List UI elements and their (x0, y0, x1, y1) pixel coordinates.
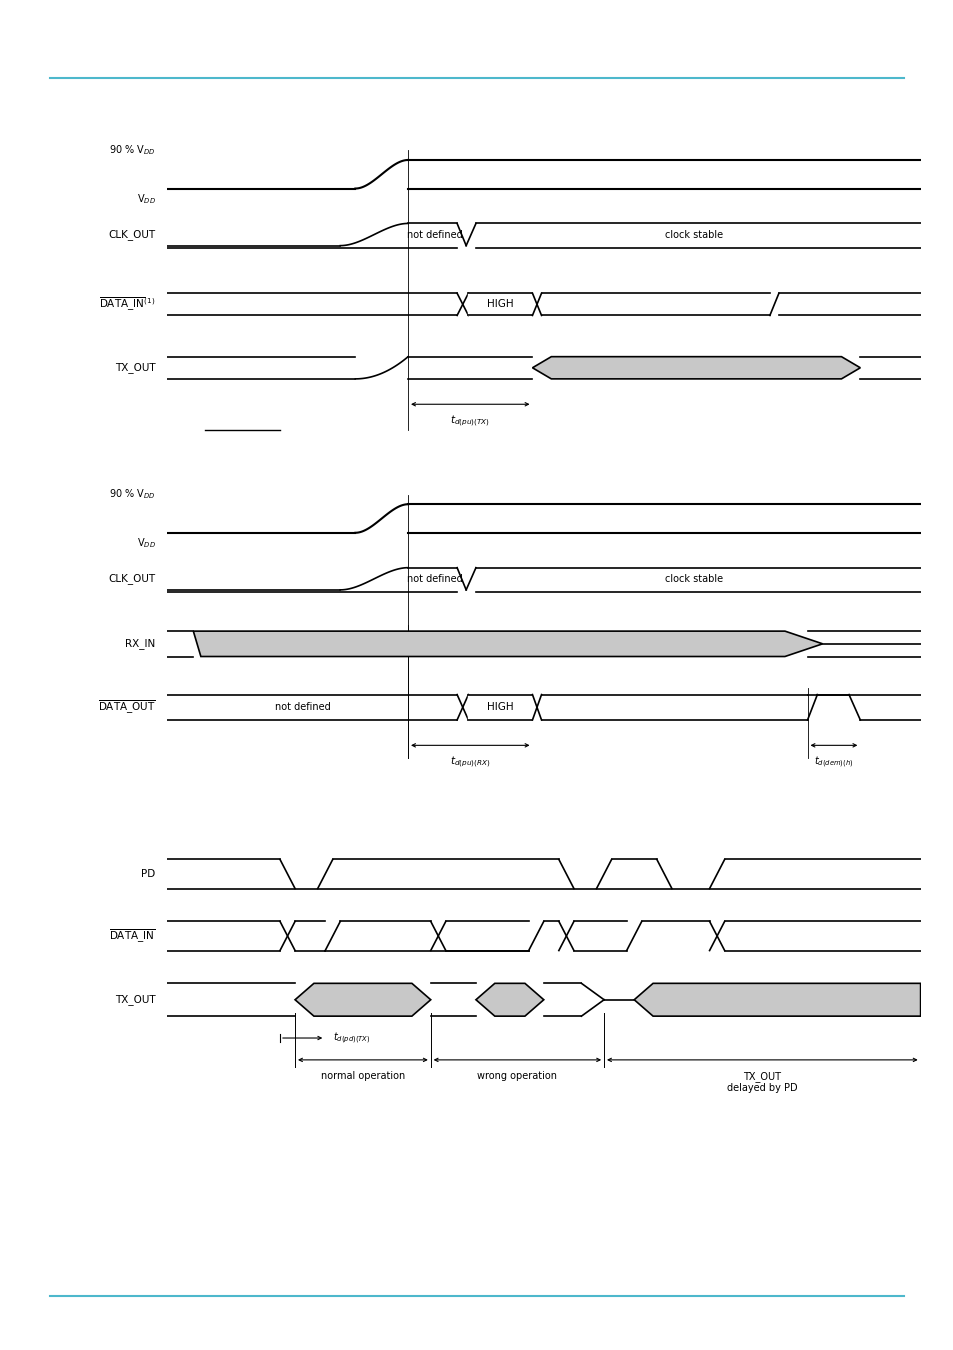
Polygon shape (476, 983, 543, 1017)
Text: TX_OUT: TX_OUT (115, 995, 155, 1006)
Text: clock stable: clock stable (665, 574, 722, 583)
Text: CLK_OUT: CLK_OUT (109, 230, 155, 240)
Text: wrong operation: wrong operation (476, 1071, 557, 1081)
Text: $t_{d(pu)(TX)}$: $t_{d(pu)(TX)}$ (450, 413, 490, 429)
Polygon shape (634, 983, 920, 1017)
Text: TX_OUT: TX_OUT (115, 362, 155, 373)
Polygon shape (193, 632, 821, 656)
Text: $t_{d(dem)(h)}$: $t_{d(dem)(h)}$ (813, 755, 853, 771)
Text: not defined: not defined (406, 574, 462, 583)
Text: RX_IN: RX_IN (125, 639, 155, 649)
Text: CLK_OUT: CLK_OUT (109, 574, 155, 585)
Text: PD: PD (141, 869, 155, 879)
Text: V$_{DD}$: V$_{DD}$ (136, 192, 155, 205)
Text: not defined: not defined (406, 230, 462, 239)
Text: 90 % V$_{DD}$: 90 % V$_{DD}$ (109, 143, 155, 157)
Text: TX_OUT
delayed by PD: TX_OUT delayed by PD (726, 1071, 797, 1094)
Text: $\overline{\mathrm{DATA\_IN}}^{(1)}$: $\overline{\mathrm{DATA\_IN}}^{(1)}$ (99, 296, 155, 313)
Text: $t_{d(pu)(RX)}$: $t_{d(pu)(RX)}$ (450, 755, 490, 771)
Text: not defined: not defined (274, 702, 330, 713)
Text: $t_{d(pd)(TX)}$: $t_{d(pd)(TX)}$ (333, 1030, 370, 1046)
Polygon shape (294, 983, 431, 1017)
Text: V$_{DD}$: V$_{DD}$ (136, 536, 155, 549)
Text: normal operation: normal operation (320, 1071, 405, 1081)
Text: clock stable: clock stable (665, 230, 722, 239)
Text: 90 % V$_{DD}$: 90 % V$_{DD}$ (109, 487, 155, 501)
Text: HIGH: HIGH (487, 300, 514, 309)
Text: $\overline{\mathrm{DATA\_IN}}$: $\overline{\mathrm{DATA\_IN}}$ (109, 927, 155, 945)
Text: HIGH: HIGH (487, 702, 514, 713)
Polygon shape (532, 356, 860, 379)
Text: $\overline{\mathrm{DATA\_OUT}}$: $\overline{\mathrm{DATA\_OUT}}$ (98, 698, 155, 716)
